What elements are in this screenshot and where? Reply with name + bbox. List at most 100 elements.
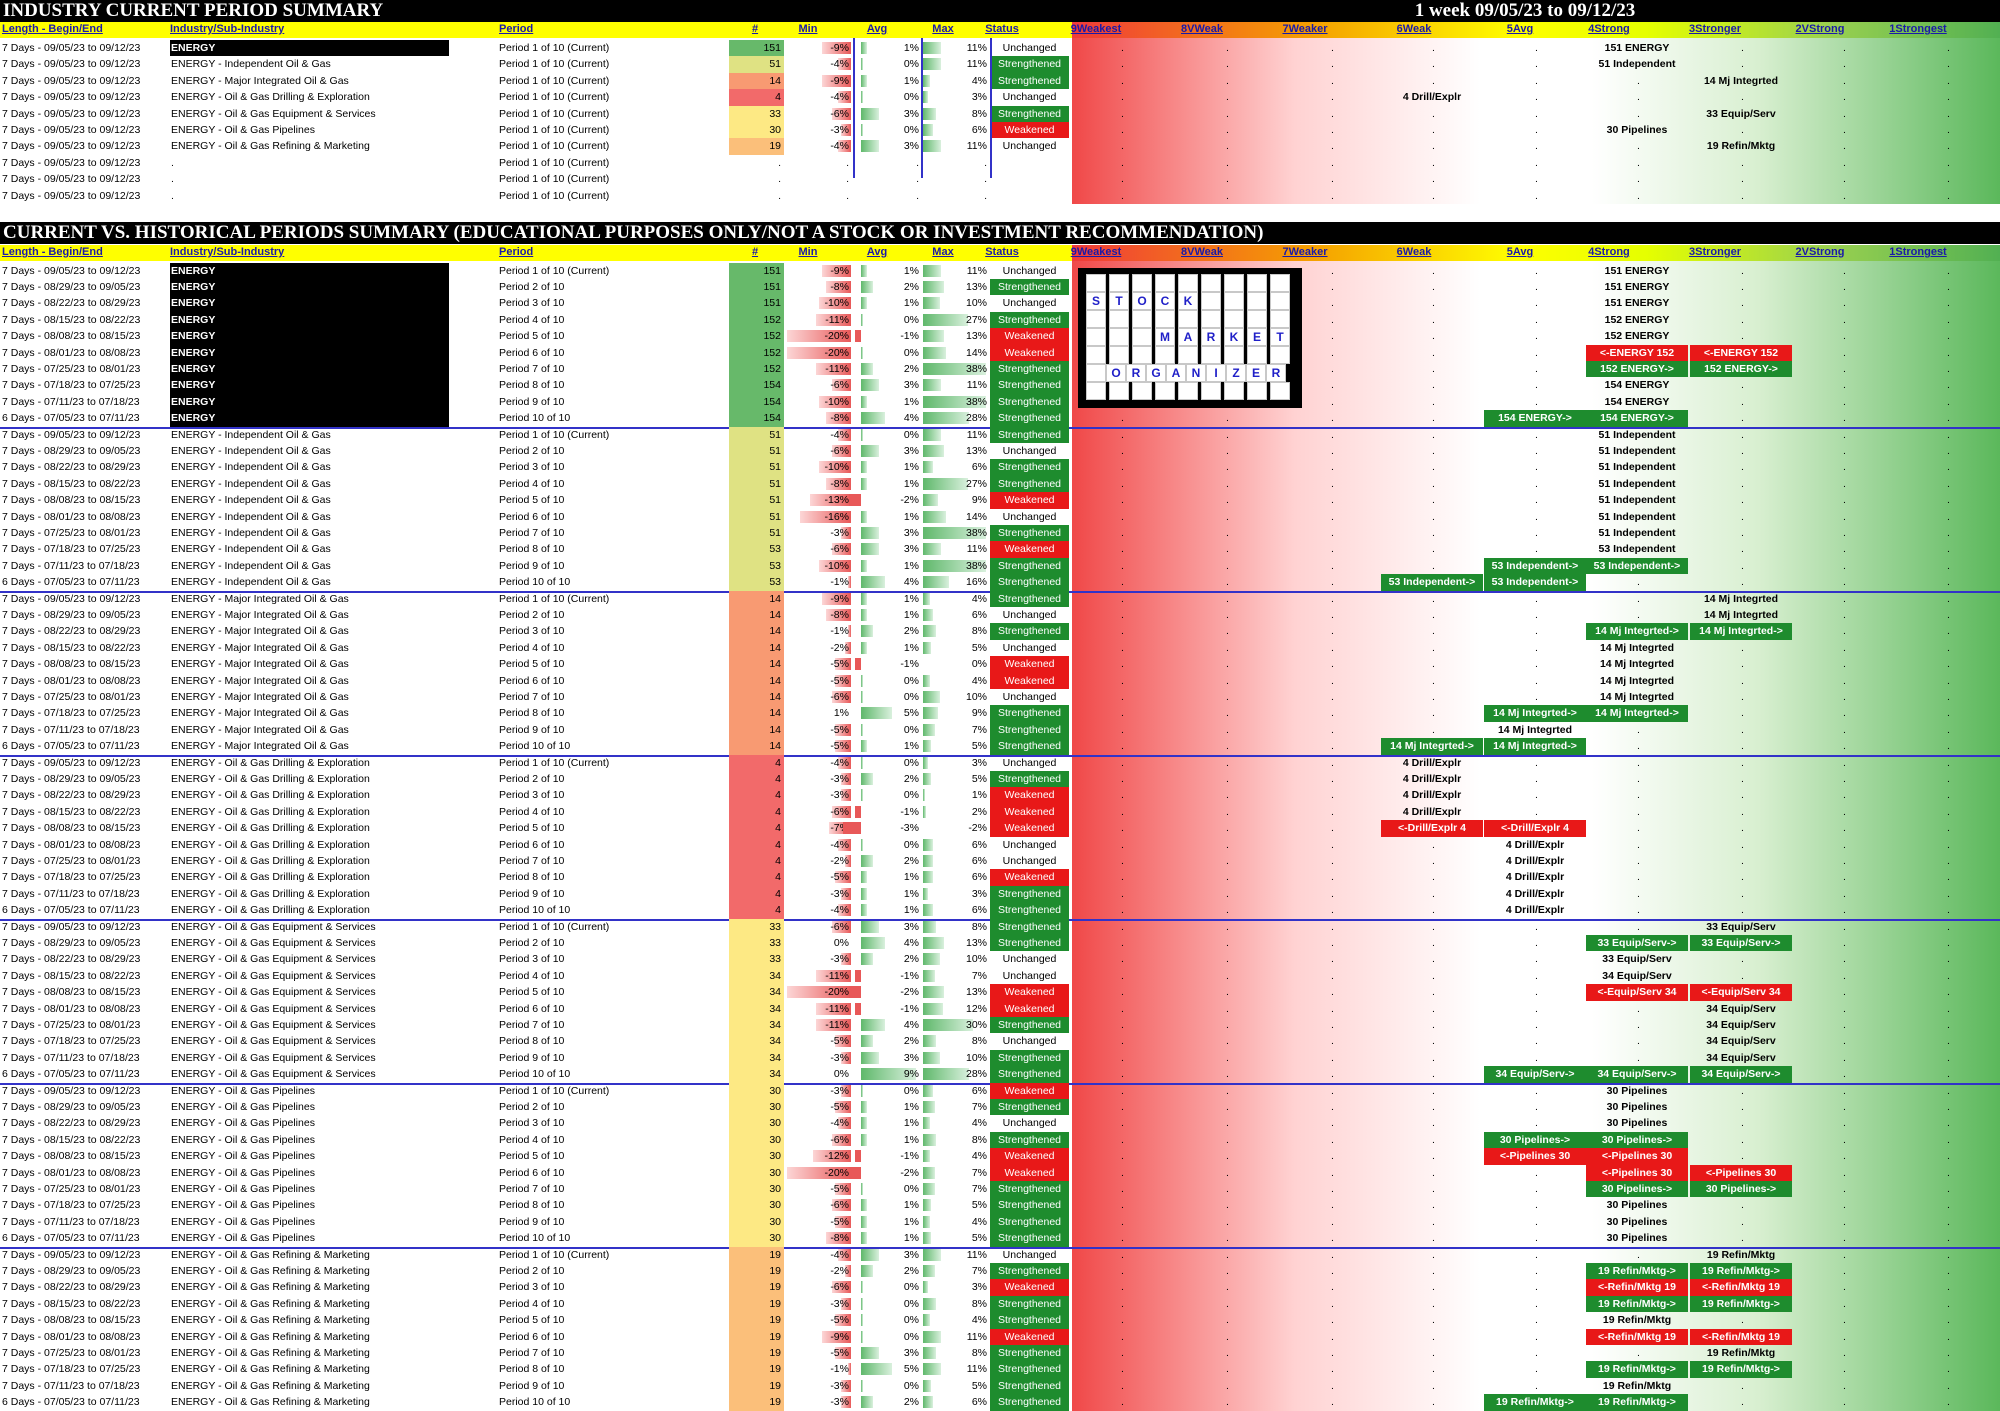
status-badge: Strengthened — [990, 56, 1069, 73]
column-header--[interactable]: # — [751, 23, 759, 35]
dot-marker: . — [1843, 559, 1846, 572]
dot-marker: . — [1331, 1150, 1334, 1163]
column-header-2vstrong[interactable]: 2VStrong — [1795, 246, 1845, 258]
logo-letter: R — [1126, 364, 1146, 382]
column-header-5avg[interactable]: 5Avg — [1506, 246, 1534, 258]
period-cell: Period 7 of 10 — [499, 1346, 565, 1359]
table-row: 7 Days - 08/29/23 to 09/05/23 ENERGY - Oi… — [0, 934, 2000, 952]
max-value: 6% — [971, 854, 987, 867]
column-header-min[interactable]: Min — [798, 246, 818, 258]
dot-marker: . — [1535, 772, 1538, 785]
table-row: 7 Days - 08/15/23 to 08/22/23 ENERGY - Oi… — [0, 1131, 2000, 1149]
column-header-avg[interactable]: Avg — [866, 246, 888, 258]
dot-marker: . — [1121, 576, 1124, 589]
column-header-8vweak[interactable]: 8VWeak — [1181, 246, 1223, 258]
column-header-1strongest[interactable]: 1Strongest — [1889, 246, 1947, 258]
column-header-2vstrong[interactable]: 2VStrong — [1795, 23, 1845, 35]
dot-marker: . — [1741, 756, 1744, 769]
dot-marker: . — [1331, 91, 1334, 104]
dot-marker: . — [1432, 1150, 1435, 1163]
dot-marker: . — [1121, 822, 1124, 835]
column-header-status[interactable]: Status — [985, 23, 1019, 35]
column-header-6weak[interactable]: 6Weak — [1396, 23, 1432, 35]
min-bar — [847, 576, 851, 589]
table-row: 7 Days - 07/25/23 to 08/01/23 ENERGY - Oi… — [0, 852, 2000, 870]
column-header-min[interactable]: Min — [798, 23, 818, 35]
column-header-3stronger[interactable]: 3Stronger — [1689, 23, 1741, 35]
column-header-7weaker[interactable]: 7Weaker — [1282, 23, 1328, 35]
max-bar — [923, 1100, 935, 1113]
avg-value: 3% — [903, 1248, 919, 1261]
column-header-9weakest[interactable]: 9Weakest — [1070, 246, 1122, 258]
min-value: -8% — [830, 1232, 849, 1245]
length-cell: 6 Days - 07/05/23 to 07/11/23 — [2, 576, 140, 589]
dot-marker: . — [1741, 1117, 1744, 1130]
logo-tile — [1086, 364, 1106, 382]
column-header-7weaker[interactable]: 7Weaker — [1282, 246, 1328, 258]
max-bar — [923, 428, 942, 441]
dot-marker: . — [1843, 871, 1846, 884]
count-cell: 30 — [729, 1148, 784, 1165]
min-bar — [816, 1018, 851, 1031]
avg-value: 0% — [903, 838, 919, 851]
dot-marker: . — [1843, 1100, 1846, 1113]
dot-marker: . — [1226, 189, 1229, 202]
max-value: 5% — [971, 1232, 987, 1245]
rank-marker: 30 Pipelines — [1606, 1084, 1668, 1097]
avg-bar — [861, 1018, 886, 1031]
dot-marker: . — [1331, 1264, 1334, 1277]
dot-marker: . — [1121, 936, 1124, 949]
status-badge: Strengthened — [990, 590, 1069, 607]
dot-marker: . — [1121, 658, 1124, 671]
period-cell: Period 4 of 10 — [499, 805, 565, 818]
dot-marker: . — [1843, 1199, 1846, 1212]
dot-marker: . — [1121, 805, 1124, 818]
column-header-1strongest[interactable]: 1Strongest — [1889, 23, 1947, 35]
min-bar — [831, 1133, 851, 1146]
column-header-max[interactable]: Max — [932, 23, 954, 35]
table-row: 7 Days - 09/05/23 to 09/12/23 ENERGY - Oi… — [0, 105, 2000, 122]
dot-marker: . — [1637, 91, 1640, 104]
column-header-4strong[interactable]: 4Strong — [1588, 23, 1630, 35]
table-row: 6 Days - 07/05/23 to 07/11/23 ENERGY - Oi… — [0, 1394, 2000, 1411]
rank-marker: 14 Mj Integrted-> — [1484, 705, 1586, 722]
column-header-avg[interactable]: Avg — [866, 23, 888, 35]
max-value: 11% — [966, 140, 987, 153]
column-header-industry-sub-industry[interactable]: Industry/Sub-Industry — [170, 23, 285, 35]
column-header-max[interactable]: Max — [932, 246, 954, 258]
industry-cell: ENERGY - Oil & Gas Refining & Marketing — [171, 140, 370, 153]
rank-marker: <-Equip/Serv 34 — [1690, 984, 1792, 1001]
column-header-period[interactable]: Period — [499, 246, 534, 258]
avg-value: 0% — [903, 1297, 919, 1310]
avg-bar — [861, 592, 868, 605]
column-header-industry-sub-industry[interactable]: Industry/Sub-Industry — [170, 246, 285, 258]
column-header-9weakest[interactable]: 9Weakest — [1070, 23, 1122, 35]
column-header-status[interactable]: Status — [985, 246, 1019, 258]
column-header-period[interactable]: Period — [499, 23, 534, 35]
min-bar — [835, 1346, 851, 1359]
max-bar — [923, 690, 940, 703]
max-bar — [923, 1330, 942, 1343]
min-bar — [816, 362, 851, 375]
dot-marker: . — [1535, 625, 1538, 638]
column-header-length-begin-end[interactable]: Length - Begin/End — [2, 246, 103, 258]
column-header-3stronger[interactable]: 3Stronger — [1689, 246, 1741, 258]
industry-cell: ENERGY - Oil & Gas Equipment & Services — [171, 969, 376, 982]
column-header-4strong[interactable]: 4Strong — [1588, 246, 1630, 258]
column-header--[interactable]: # — [751, 246, 759, 258]
max-bar — [923, 1084, 933, 1097]
logo-tile — [1086, 310, 1106, 328]
column-header-8vweak[interactable]: 8VWeak — [1181, 23, 1223, 35]
status-badge: Strengthened — [990, 1312, 1069, 1329]
table-row: 7 Days - 07/11/23 to 07/18/23 ENERGY - Oi… — [0, 1377, 2000, 1395]
avg-value: 1% — [903, 592, 919, 605]
table-row: 7 Days - 09/05/23 to 09/12/23 ENERGY - Oi… — [0, 138, 2000, 155]
max-bar — [923, 1018, 973, 1031]
dot-marker: . — [1331, 395, 1334, 408]
dot-marker: . — [1535, 124, 1538, 136]
avg-value: 1% — [903, 559, 919, 572]
column-header-length-begin-end[interactable]: Length - Begin/End — [2, 23, 103, 35]
column-header-6weak[interactable]: 6Weak — [1396, 246, 1432, 258]
dot-marker: . — [1947, 543, 1950, 556]
column-header-5avg[interactable]: 5Avg — [1506, 23, 1534, 35]
